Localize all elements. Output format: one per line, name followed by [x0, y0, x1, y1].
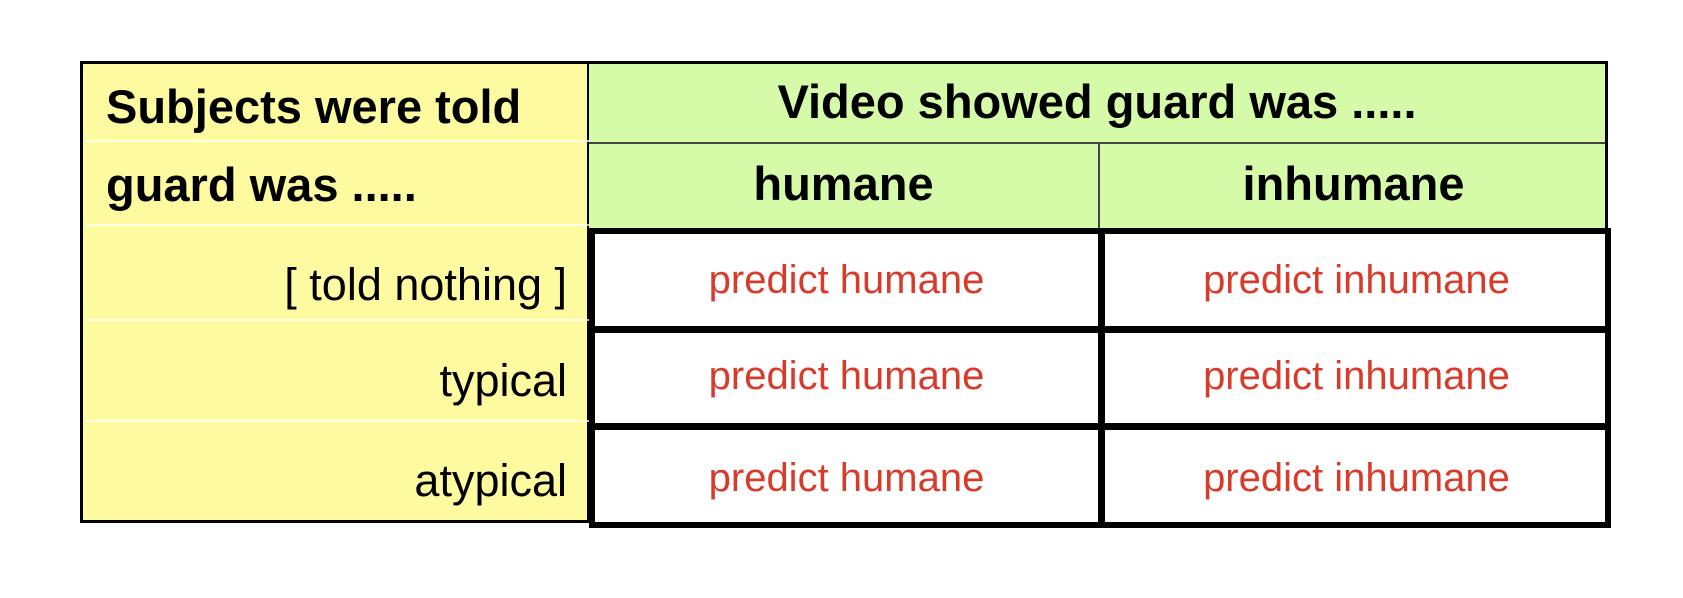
row-label-told-nothing: [ told nothing ]: [284, 259, 567, 310]
divider: [86, 420, 590, 422]
column-header-humane: humane: [753, 157, 934, 210]
row-header-panel: Subjects were told guard was ..... [ tol…: [80, 61, 590, 523]
divider: [86, 140, 590, 142]
divider: [86, 319, 590, 321]
cell-told-nothing-inhumane: predict inhumane: [1203, 258, 1510, 302]
prediction-grid: predict humane predict inhumane predict …: [589, 228, 1611, 528]
cell-typical-humane: predict humane: [708, 354, 985, 398]
divider: [589, 142, 1605, 144]
divider: [595, 326, 1605, 333]
divider: [595, 423, 1605, 430]
row-header-title-line1: Subjects were told: [106, 80, 522, 133]
column-header-title: Video showed guard was .....: [777, 75, 1417, 128]
cell-atypical-humane: predict humane: [708, 456, 985, 500]
divider: [1098, 144, 1100, 229]
cell-atypical-inhumane: predict inhumane: [1203, 456, 1510, 500]
row-header-title-line2: guard was .....: [106, 158, 417, 211]
row-label-atypical: atypical: [414, 455, 567, 506]
row-label-typical: typical: [439, 355, 567, 406]
column-header-inhumane: inhumane: [1242, 157, 1465, 210]
column-header-panel: Video showed guard was ..... humane inhu…: [589, 61, 1608, 229]
divider: [1098, 234, 1105, 522]
cell-told-nothing-humane: predict humane: [708, 258, 985, 302]
divider: [86, 224, 590, 226]
cell-typical-inhumane: predict inhumane: [1203, 354, 1510, 398]
